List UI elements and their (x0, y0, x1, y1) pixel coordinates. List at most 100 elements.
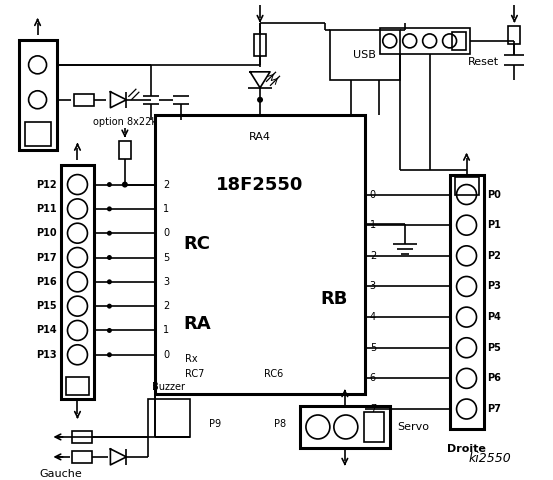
Bar (452, 32, 466, 50)
Text: Servo: Servo (398, 422, 430, 432)
Text: P3: P3 (488, 281, 502, 291)
Bar (72, 451, 92, 463)
Circle shape (442, 34, 457, 48)
Circle shape (107, 304, 112, 309)
Text: 1: 1 (163, 204, 169, 214)
Text: P4: P4 (488, 312, 502, 322)
Circle shape (122, 181, 128, 188)
Text: P9: P9 (209, 419, 221, 429)
Circle shape (67, 345, 87, 365)
Text: P17: P17 (36, 252, 56, 263)
Bar (300, 406, 390, 448)
Text: 0: 0 (163, 350, 169, 360)
Bar (450, 175, 483, 429)
Text: Buzzer: Buzzer (152, 382, 185, 392)
Bar (65, 377, 90, 395)
Text: 2: 2 (163, 180, 170, 190)
Text: P13: P13 (36, 350, 56, 360)
Bar (148, 399, 190, 437)
Text: Droite: Droite (447, 444, 486, 454)
Text: 18F2550: 18F2550 (216, 176, 304, 193)
Circle shape (29, 91, 46, 109)
Circle shape (457, 338, 477, 358)
Circle shape (107, 255, 112, 260)
Circle shape (107, 352, 112, 357)
Circle shape (457, 215, 477, 235)
Text: RC7: RC7 (185, 369, 205, 379)
Circle shape (457, 399, 477, 419)
Text: Reset: Reset (468, 57, 499, 67)
Circle shape (334, 415, 358, 439)
Bar (455, 177, 478, 194)
Text: option 8x22k: option 8x22k (93, 117, 157, 127)
Circle shape (383, 34, 397, 48)
Text: P15: P15 (36, 301, 56, 311)
Bar (119, 141, 131, 158)
Circle shape (457, 369, 477, 388)
Bar (75, 94, 95, 106)
Circle shape (29, 56, 46, 74)
Circle shape (107, 231, 112, 236)
Text: 5: 5 (370, 343, 376, 353)
Text: 3: 3 (163, 277, 169, 287)
Text: P7: P7 (488, 404, 502, 414)
Text: P1: P1 (488, 220, 502, 230)
Text: 5: 5 (163, 252, 170, 263)
Bar (364, 412, 384, 442)
Text: 1: 1 (370, 220, 376, 230)
Circle shape (67, 223, 87, 243)
Bar (380, 28, 469, 54)
Text: RB: RB (320, 290, 347, 308)
Text: Rx: Rx (185, 354, 198, 364)
Text: P16: P16 (36, 277, 56, 287)
Text: P0: P0 (488, 190, 502, 200)
Bar (19, 40, 56, 150)
Circle shape (306, 415, 330, 439)
Circle shape (67, 175, 87, 194)
Text: 7: 7 (370, 404, 376, 414)
Circle shape (107, 328, 112, 333)
Text: P10: P10 (36, 228, 56, 238)
Text: P12: P12 (36, 180, 56, 190)
Text: P14: P14 (36, 325, 56, 336)
Text: P2: P2 (488, 251, 502, 261)
Circle shape (457, 307, 477, 327)
Text: ki2550: ki2550 (468, 452, 511, 466)
Text: RA4: RA4 (249, 132, 271, 142)
Circle shape (107, 182, 112, 187)
Bar (24, 122, 50, 145)
Circle shape (403, 34, 416, 48)
Circle shape (67, 248, 87, 267)
Circle shape (67, 199, 87, 219)
Circle shape (422, 34, 437, 48)
Circle shape (67, 272, 87, 292)
Circle shape (457, 246, 477, 266)
Circle shape (457, 184, 477, 204)
Text: P8: P8 (274, 419, 286, 429)
Text: 1: 1 (163, 325, 169, 336)
Text: 0: 0 (163, 228, 169, 238)
Text: P11: P11 (36, 204, 56, 214)
Text: USB: USB (353, 50, 376, 60)
Text: RC6: RC6 (264, 369, 284, 379)
Text: Gauche: Gauche (39, 469, 82, 479)
Circle shape (67, 321, 87, 340)
Text: 0: 0 (370, 190, 376, 200)
Bar (330, 30, 400, 80)
Bar (72, 431, 92, 443)
Circle shape (67, 296, 87, 316)
Text: 2: 2 (163, 301, 170, 311)
Text: P5: P5 (488, 343, 502, 353)
Text: P6: P6 (488, 373, 502, 384)
Circle shape (107, 206, 112, 211)
Text: 2: 2 (370, 251, 376, 261)
Text: 6: 6 (370, 373, 376, 384)
Text: 4: 4 (370, 312, 376, 322)
Bar (155, 115, 365, 394)
Bar (254, 34, 266, 56)
Text: RA: RA (183, 315, 211, 333)
Text: 3: 3 (370, 281, 376, 291)
Text: RC: RC (183, 235, 210, 253)
Circle shape (107, 279, 112, 284)
Circle shape (457, 276, 477, 297)
